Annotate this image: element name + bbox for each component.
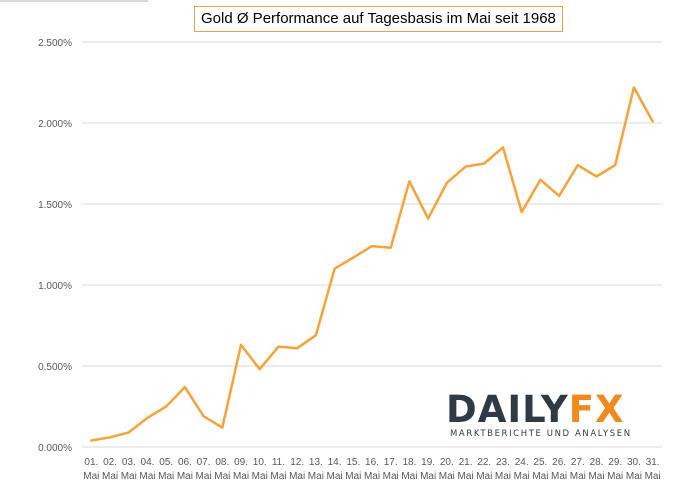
y-tick-label: 1.000% — [38, 281, 72, 292]
x-tick-label: 22. Mai — [476, 457, 492, 482]
x-tick-label: 29. Mai — [607, 457, 623, 482]
x-tick-label: 11. Mai — [270, 457, 286, 482]
x-tick-label: 06. Mai — [177, 457, 193, 482]
gridlines — [82, 41, 662, 448]
x-tick-label: 07. Mai — [196, 457, 212, 482]
series-line-group — [90, 86, 654, 442]
y-tick-label: 2.500% — [38, 38, 72, 49]
x-tick-label: 05. Mai — [158, 457, 174, 482]
x-tick-label: 31. Mai — [645, 457, 661, 482]
x-tick-label: 24. Mai — [514, 457, 530, 482]
dailyfx-logo: DAILYFX MARKTBERICHTE UND ANALYSEN — [446, 390, 660, 442]
x-tick-label: 26. Mai — [551, 457, 567, 482]
x-tick-label: 20. Mai — [439, 457, 455, 482]
x-tick-label: 17. Mai — [383, 457, 399, 482]
x-tick-label: 21. Mai — [457, 457, 473, 482]
x-tick-label: 27. Mai — [570, 457, 586, 482]
chart-title: Gold Ø Performance auf Tagesbasis im Mai… — [194, 6, 563, 32]
logo-wordmark: DAILYFX — [446, 390, 625, 430]
x-tick-label: 28. Mai — [588, 457, 604, 482]
x-tick-label: 09. Mai — [233, 457, 249, 482]
x-tick-label: 25. Mai — [532, 457, 548, 482]
x-tick-label: 13. Mai — [308, 457, 324, 482]
y-tick-label: 0.000% — [38, 443, 72, 454]
y-tick-label: 2.000% — [38, 119, 72, 130]
x-tick-label: 19. Mai — [420, 457, 436, 482]
x-tick-label: 30. Mai — [626, 457, 642, 482]
x-tick-label: 02. Mai — [102, 457, 118, 482]
x-tick-label: 04. Mai — [139, 457, 155, 482]
y-axis-ticks: 0.000% 0.500% 1.000% 1.500% 2.000% 2.500% — [38, 38, 72, 454]
x-tick-label: 15. Mai — [345, 457, 361, 482]
x-tick-label: 16. Mai — [364, 457, 380, 482]
corner-line — [0, 0, 148, 2]
y-tick-label: 0.500% — [38, 362, 72, 373]
x-tick-label: 12. Mai — [289, 457, 305, 482]
logo-tagline: MARKTBERICHTE UND ANALYSEN — [450, 429, 632, 439]
logo-daily-text: DAILY — [446, 388, 569, 431]
x-tick-label: 14. Mai — [327, 457, 343, 482]
logo-fx-text: FX — [568, 388, 625, 431]
x-tick-label: 01. Mai — [83, 457, 99, 482]
y-tick-label: 1.500% — [38, 200, 72, 211]
x-tick-label: 08. Mai — [214, 457, 230, 482]
x-tick-label: 03. Mai — [121, 457, 137, 482]
x-tick-label: 18. Mai — [401, 457, 417, 482]
x-tick-label: 23. Mai — [495, 457, 511, 482]
x-tick-label: 10. Mai — [252, 457, 268, 482]
